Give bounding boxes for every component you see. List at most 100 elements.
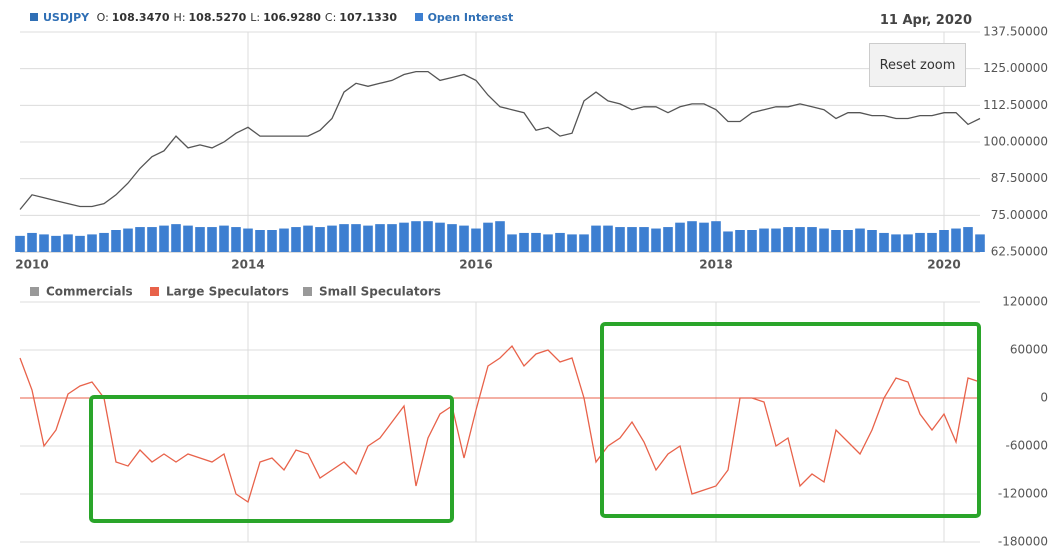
y-tick-label: 0 [1040, 391, 1048, 405]
open-interest-bar [231, 227, 241, 252]
open-interest-bar [303, 225, 313, 252]
y-tick-label: 112.50000 [983, 98, 1048, 112]
x-tick-label: 2020 [927, 258, 960, 272]
open-interest-bar [243, 228, 253, 252]
open-interest-bar [411, 221, 421, 252]
open-interest-bar [375, 224, 385, 252]
open-interest-bar [483, 222, 493, 252]
legend-label[interactable]: Small Speculators [319, 285, 441, 299]
open-interest-bar [327, 225, 337, 252]
marks: Commercials Large Speculators Small Specul… [15, 70, 985, 504]
open-interest-bar [279, 228, 289, 252]
open-interest-bar [591, 225, 601, 252]
open-interest-bar [867, 230, 877, 252]
ohlc-value: 108.5270 [188, 11, 247, 24]
open-interest-bar [459, 225, 469, 252]
open-interest-bar [615, 227, 625, 252]
open-interest-bar [315, 227, 325, 252]
open-interest-bar [759, 228, 769, 252]
y-tick-label: 120000 [1002, 295, 1048, 309]
open-interest-bar [639, 227, 649, 252]
y-tick-label: 125.00000 [983, 61, 1048, 75]
open-interest-bar [147, 227, 157, 252]
legend-label[interactable]: USDJPY [43, 11, 90, 24]
open-interest-bar [135, 227, 145, 252]
legend-swatch [414, 13, 423, 21]
open-interest-bar [795, 227, 805, 252]
open-interest-bar [63, 234, 73, 252]
open-interest-bar [735, 230, 745, 252]
open-interest-bar [27, 232, 37, 252]
open-interest-bar [963, 227, 973, 252]
open-interest-bar [531, 232, 541, 252]
legend-label[interactable]: Large Speculators [166, 285, 289, 299]
highlight-box [600, 322, 981, 518]
open-interest-bar [159, 225, 169, 252]
open-interest-bar [507, 234, 517, 252]
open-interest-bar [471, 228, 481, 252]
y-tick-label: 62.50000 [991, 245, 1048, 259]
open-interest-bar [567, 234, 577, 252]
y-tick-label: -180000 [998, 535, 1048, 549]
y-tick-label: -60000 [1005, 439, 1048, 453]
x-tick-label: 2010 [15, 258, 48, 272]
ohlc-value: 108.3470 [111, 11, 170, 24]
legend-label[interactable]: Open Interest [427, 11, 514, 24]
open-interest-bar [495, 221, 505, 252]
grid: 62.50000 75.00000 87.50000 100.00000 112.500… [15, 25, 1048, 549]
ohlc-label: L: [250, 11, 261, 24]
open-interest-bar [723, 231, 733, 252]
open-interest-bar [183, 225, 193, 252]
open-interest-bar [747, 230, 757, 252]
open-interest-bar [15, 235, 25, 252]
open-interest-bar [363, 225, 373, 252]
open-interest-bar [387, 224, 397, 252]
y-tick-label: 60000 [1010, 343, 1048, 357]
highlight-box [89, 395, 454, 523]
header-legend: USDJPY O: 108.3470 H: 108.5270 L: 106.9280 C: 1… [30, 11, 513, 24]
open-interest-bar [351, 224, 361, 252]
open-interest-bar [171, 224, 181, 252]
y-tick-label: 75.00000 [991, 208, 1048, 222]
legend-swatch [30, 287, 39, 296]
open-interest-bar [915, 232, 925, 252]
ohlc-value: 107.1330 [339, 11, 398, 24]
x-tick-label: 2016 [459, 258, 492, 272]
open-interest-bar [603, 225, 613, 252]
ohlc-value: 106.9280 [263, 11, 321, 24]
reset-zoom-button[interactable]: Reset zoom [869, 43, 966, 87]
open-interest-bar [267, 230, 277, 252]
open-interest-bar [627, 227, 637, 252]
open-interest-bar [423, 221, 433, 252]
x-tick-label: 2014 [231, 258, 264, 272]
open-interest-bar [819, 228, 829, 252]
open-interest-bar [675, 222, 685, 252]
open-interest-bar [843, 230, 853, 252]
open-interest-bar [711, 221, 721, 252]
series-line [19, 344, 981, 504]
open-interest-bar [339, 224, 349, 252]
open-interest-bar [111, 230, 121, 252]
ohlc-readout: O: 108.3470 H: 108.5270 L: 106.9280 C: 107.1330 [93, 11, 397, 24]
open-interest-bar [687, 221, 697, 252]
open-interest-bar [891, 234, 901, 252]
open-interest-bar [807, 227, 817, 252]
legend-label[interactable]: Commercials [46, 285, 133, 299]
open-interest-bar [123, 228, 133, 252]
open-interest-bar [519, 232, 529, 252]
open-interest-bar [879, 232, 889, 252]
y-tick-label: -120000 [998, 487, 1048, 501]
open-interest-bar [855, 228, 865, 252]
open-interest-bar [75, 235, 85, 252]
open-interest-bar [771, 228, 781, 252]
open-interest-bar [51, 235, 61, 252]
open-interest-bar [255, 230, 265, 252]
open-interest-bar [195, 227, 205, 252]
date-label: 11 Apr, 2020 [879, 13, 972, 28]
open-interest-bar [651, 228, 661, 252]
open-interest-bar [831, 230, 841, 252]
legend-swatch [30, 13, 38, 21]
open-interest-bar [207, 227, 217, 252]
